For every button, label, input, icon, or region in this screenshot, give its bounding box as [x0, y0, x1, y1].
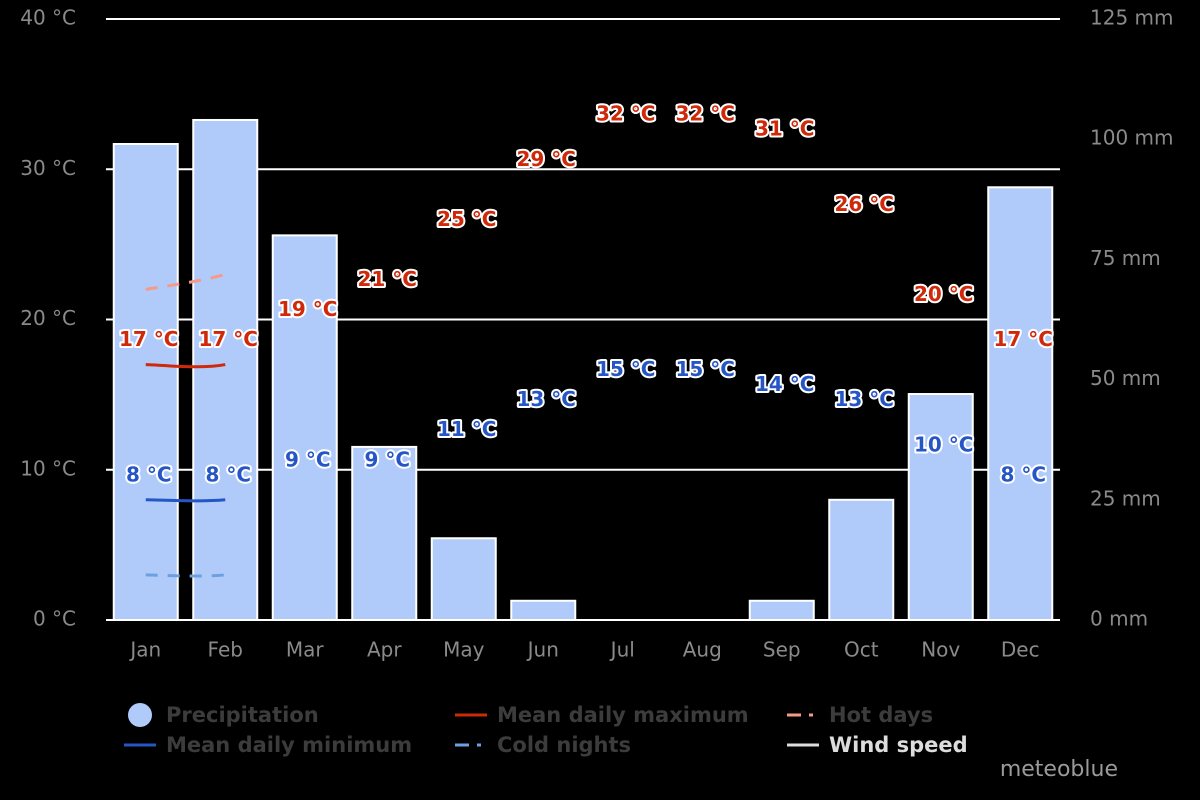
y-tick-label: 0 °C — [33, 607, 76, 631]
data-label: 20 °C — [914, 282, 973, 306]
temperature-line — [145, 363, 226, 369]
data-label: 32 °C — [676, 102, 735, 126]
data-label: 8 °C — [205, 462, 251, 486]
precipitation-bar — [510, 599, 577, 622]
legend-label: Hot days — [829, 703, 933, 727]
y2-tick-label: 50 mm — [1090, 366, 1161, 390]
temperature-line — [145, 272, 226, 291]
x-tick-label: Dec — [1001, 638, 1040, 662]
y-tick-label: 10 °C — [20, 456, 76, 480]
data-label: 10 °C — [914, 432, 973, 456]
data-label: 13 °C — [517, 387, 576, 411]
x-tick-label: Sep — [763, 638, 801, 662]
data-label: 17 °C — [994, 327, 1053, 351]
y-tick-label: 20 °C — [20, 306, 76, 330]
y-tick-label: 30 °C — [20, 156, 76, 180]
precipitation-bar — [271, 234, 338, 622]
x-tick-label: Feb — [208, 638, 243, 662]
x-tick-label: Aug — [683, 638, 722, 662]
data-label: 11 °C — [437, 417, 496, 441]
data-label: 17 °C — [199, 327, 258, 351]
legend-label: Cold nights — [497, 733, 631, 757]
data-label: 9 °C — [285, 447, 331, 471]
data-label: 21 °C — [358, 267, 417, 291]
data-label: 15 °C — [596, 357, 655, 381]
y2-tick-label: 25 mm — [1090, 486, 1161, 510]
precipitation-bar — [828, 498, 895, 621]
y-tick-label: 40 °C — [20, 6, 76, 30]
data-label: 13 °C — [835, 387, 894, 411]
precipitation-bar — [192, 118, 259, 622]
legend-symbol — [128, 703, 152, 727]
precipitation-bar — [112, 143, 179, 621]
y2-tick-label: 75 mm — [1090, 246, 1161, 270]
y2-tick-label: 0 mm — [1090, 607, 1148, 631]
temperature-line — [145, 573, 226, 578]
x-tick-label: Oct — [844, 638, 879, 662]
x-tick-label: Jan — [128, 638, 161, 662]
y2-tick-label: 100 mm — [1090, 126, 1174, 150]
precipitation-bar — [351, 445, 418, 621]
x-tick-label: Jun — [526, 638, 559, 662]
data-label: 32 °C — [596, 102, 655, 126]
precipitation-bar — [748, 599, 815, 622]
legend-label: Mean daily maximum — [497, 703, 749, 727]
precipitation-bar — [907, 393, 974, 621]
precipitation-bar — [430, 537, 497, 621]
data-label: 9 °C — [364, 447, 410, 471]
data-label: 31 °C — [755, 117, 814, 141]
data-label: 29 °C — [517, 147, 576, 171]
legend-label: Precipitation — [166, 703, 319, 727]
data-label: 15 °C — [676, 357, 735, 381]
data-label: 17 °C — [119, 327, 178, 351]
precipitation-bar — [987, 186, 1054, 621]
data-label: 14 °C — [755, 372, 814, 396]
y2-tick-label: 125 mm — [1090, 6, 1174, 30]
temperature-line — [145, 498, 226, 503]
x-tick-label: Nov — [921, 638, 960, 662]
legend-label: Mean daily minimum — [166, 733, 412, 757]
watermark: meteoblue — [1000, 757, 1118, 782]
x-tick-label: Apr — [367, 638, 402, 662]
data-label: 8 °C — [126, 462, 172, 486]
legend-label: Wind speed — [829, 733, 968, 757]
data-label: 25 °C — [437, 207, 496, 231]
data-label: 19 °C — [278, 297, 337, 321]
data-label: 8 °C — [1000, 462, 1046, 486]
x-tick-label: Jul — [609, 638, 635, 662]
data-label: 26 °C — [835, 192, 894, 216]
x-tick-label: Mar — [286, 638, 325, 662]
x-tick-label: May — [443, 638, 485, 662]
